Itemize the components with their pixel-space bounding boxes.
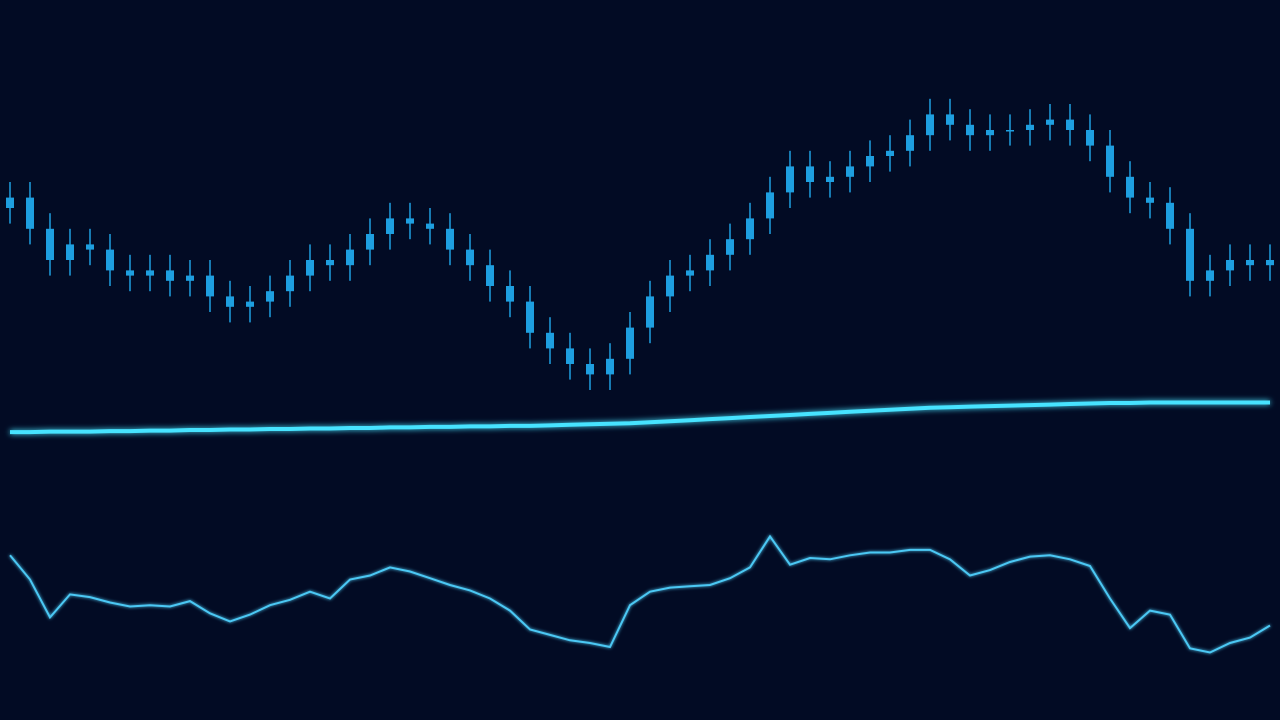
candle-body <box>646 296 654 328</box>
candle-body <box>406 218 414 224</box>
candle-body <box>786 166 794 193</box>
candle-body <box>1186 228 1194 281</box>
candle-body <box>966 124 974 136</box>
candle-body <box>986 130 994 136</box>
candle-body <box>946 114 954 125</box>
candle-body <box>446 228 454 250</box>
candle-body <box>1106 145 1114 177</box>
candle-body <box>766 192 774 219</box>
candle-body <box>846 166 854 177</box>
candle-body <box>1206 270 1214 281</box>
candle-body <box>606 358 614 375</box>
candle-body <box>266 291 274 302</box>
candle-body <box>1026 124 1034 130</box>
candle-body <box>1046 119 1054 125</box>
candle-body <box>746 218 754 240</box>
candle-body <box>286 275 294 292</box>
candle-body <box>1146 197 1154 203</box>
candle-body <box>1086 130 1094 146</box>
candle-body <box>386 218 394 234</box>
candle-body <box>346 249 354 266</box>
candle-body <box>86 244 94 250</box>
candle-body <box>886 150 894 156</box>
candle-body <box>526 301 534 333</box>
candle-body <box>426 223 434 229</box>
candle-body <box>866 156 874 167</box>
candle-body <box>686 270 694 276</box>
candle-body <box>566 348 574 364</box>
candle-body <box>66 244 74 260</box>
candle-body <box>706 254 714 271</box>
candle-body <box>726 239 734 255</box>
moving-average-line <box>10 400 1270 435</box>
candle-body <box>146 270 154 276</box>
candle-body <box>666 275 674 297</box>
candle-body <box>906 135 914 151</box>
candle-body <box>826 176 834 182</box>
candle-body <box>46 228 54 260</box>
candle-body <box>126 270 134 276</box>
candle-body <box>546 332 554 349</box>
candle-body <box>366 234 374 250</box>
candle-body <box>486 265 494 286</box>
candle-body <box>306 260 314 276</box>
candle-body <box>326 260 334 266</box>
candle-body <box>166 270 174 281</box>
candle-body <box>1126 176 1134 198</box>
candle-body <box>26 197 34 229</box>
candle-body <box>206 275 214 297</box>
candle-body <box>1066 119 1074 130</box>
candle-body <box>1226 260 1234 271</box>
candle-body <box>586 364 594 375</box>
candle-body <box>226 296 234 307</box>
candle-body <box>1166 202 1174 229</box>
candle-body <box>6 197 14 208</box>
candle-body <box>926 114 934 136</box>
candle-body <box>106 249 114 271</box>
candle-body <box>1246 260 1254 266</box>
candle-body <box>506 286 514 302</box>
candle-body <box>246 301 254 307</box>
candle-body <box>466 249 474 266</box>
candle-body <box>1006 130 1014 132</box>
candle-body <box>186 275 194 281</box>
oscillator-line <box>9 534 1271 654</box>
candle-body <box>626 327 634 359</box>
candle-body <box>806 166 814 182</box>
candle-body <box>1266 260 1274 266</box>
